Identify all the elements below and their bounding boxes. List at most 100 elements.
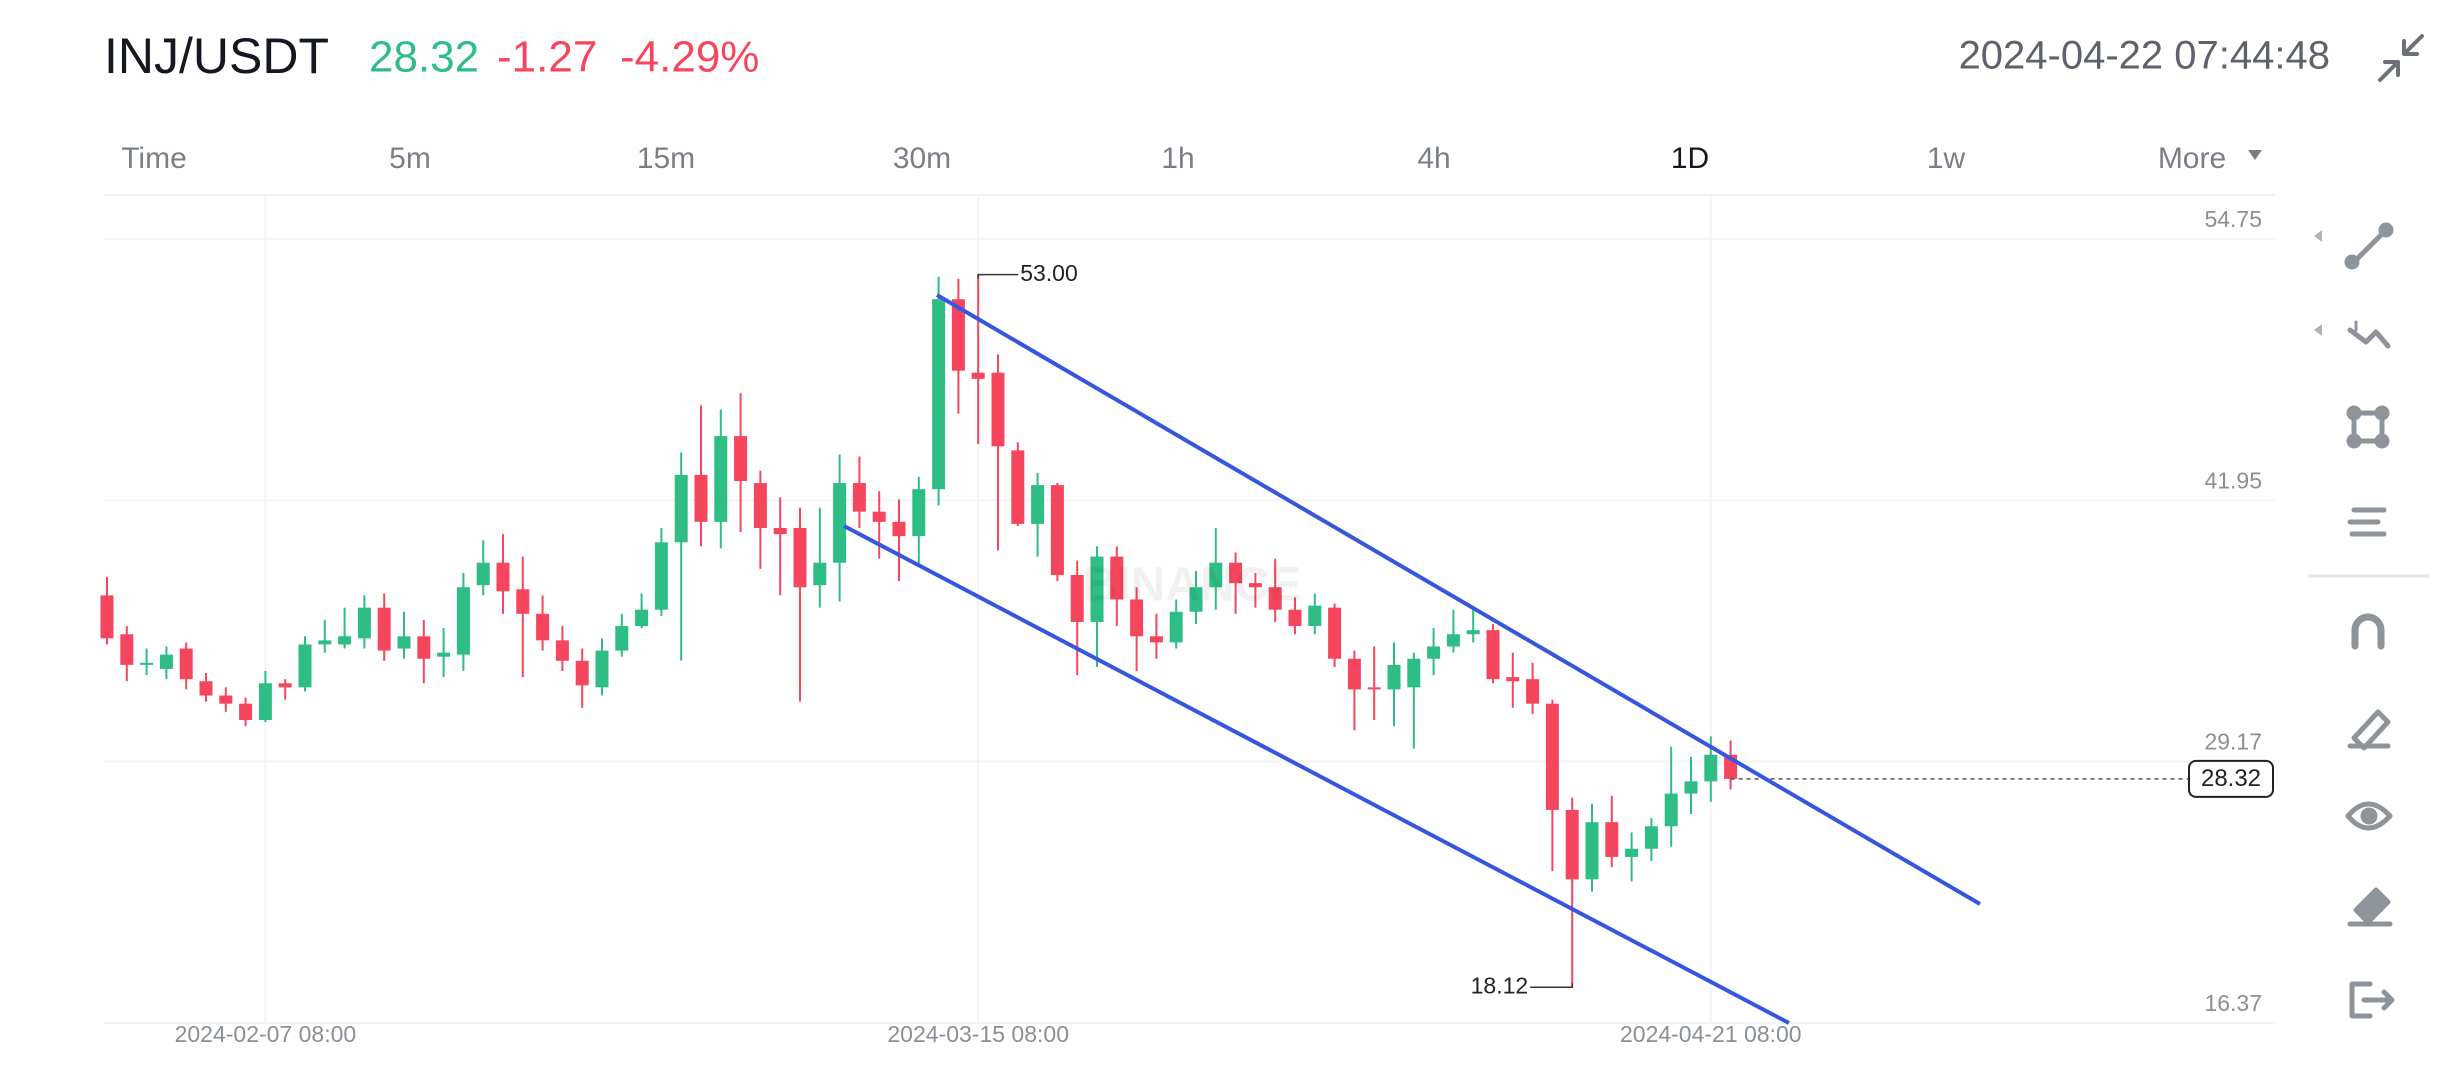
candle-body <box>199 681 213 696</box>
candle-body <box>852 483 866 512</box>
candle-body <box>239 703 253 721</box>
candle-body <box>1149 636 1163 643</box>
price-change: -1.27 <box>497 33 597 82</box>
candle-body <box>1248 583 1262 588</box>
line-tool[interactable] <box>2344 222 2394 270</box>
candle-body <box>1466 630 1480 635</box>
candle-body <box>377 607 391 651</box>
candle-body <box>1704 754 1718 782</box>
candle-body <box>496 562 510 592</box>
candle-body <box>991 372 1005 447</box>
candle-body <box>536 613 550 641</box>
rect-tool[interactable] <box>2346 405 2390 449</box>
candle-body <box>595 650 609 688</box>
candle-body <box>1189 587 1203 612</box>
candle-body <box>1209 562 1223 588</box>
candle-body <box>298 644 312 688</box>
candle-body <box>575 660 589 686</box>
candle-body <box>1427 646 1441 659</box>
candle-body <box>397 636 411 649</box>
candle-body <box>1308 605 1322 627</box>
candle-body <box>1387 664 1401 690</box>
candle-body <box>258 683 272 721</box>
trend-line-lower[interactable] <box>843 524 1790 1025</box>
candle-body <box>456 587 470 655</box>
candle-body <box>1367 687 1381 690</box>
candle-body <box>734 436 748 482</box>
candle-body <box>951 299 965 371</box>
high-label: 53.00 <box>1020 260 1078 286</box>
candle-body <box>813 562 827 586</box>
candle-body <box>773 527 787 535</box>
datetime: 2024-04-22 07:44:48 <box>1959 34 2330 78</box>
candle-body <box>159 654 173 669</box>
collapse-button[interactable] <box>2378 34 2424 82</box>
candle-body <box>753 483 767 528</box>
candle-body <box>437 652 451 657</box>
visibility-tool[interactable] <box>2345 801 2393 831</box>
magnet-tool[interactable] <box>2351 613 2385 650</box>
plot-area: 54.75 41.95 29.17 16.37 2024-02-07 08:00 2024… <box>100 195 2275 1047</box>
candle-body <box>1407 658 1421 688</box>
candle-body <box>1585 822 1599 880</box>
candle-body <box>1070 574 1084 622</box>
more-caret[interactable] <box>2248 150 2262 160</box>
candle-body <box>1545 703 1559 810</box>
fib-tool[interactable] <box>2347 320 2391 349</box>
candle-body <box>1268 587 1282 610</box>
candle-body <box>417 636 431 659</box>
candle-body <box>833 483 847 563</box>
candle-body <box>1486 630 1500 680</box>
interval-tab[interactable]: 1D <box>1671 142 1709 175</box>
interval-tab[interactable]: 1h <box>1161 142 1194 175</box>
interval-tab[interactable]: 15m <box>637 142 695 175</box>
candle-body <box>120 634 134 665</box>
expand-arrow[interactable] <box>2314 324 2322 336</box>
candle-body <box>892 521 906 537</box>
candle-body <box>1130 599 1144 637</box>
candle-body <box>278 683 292 688</box>
candle-body <box>476 562 490 586</box>
candle-body <box>1288 609 1302 627</box>
candle-body <box>555 640 569 661</box>
candle-body <box>357 607 371 639</box>
candle-body <box>338 636 352 645</box>
candle-body <box>793 527 807 588</box>
candle-body <box>140 662 154 665</box>
y-tick-label: 54.75 <box>2204 206 2262 232</box>
candle-body <box>872 511 886 522</box>
candle-body <box>714 436 728 522</box>
trend-channel <box>843 293 1982 1025</box>
low-label: 18.12 <box>1471 972 1529 998</box>
pencil-tool[interactable] <box>2347 709 2391 751</box>
interval-tab[interactable]: More <box>2158 142 2226 175</box>
candle-body <box>1506 677 1520 682</box>
candle-body <box>674 474 688 543</box>
candle-body <box>1050 485 1064 575</box>
candle-body <box>1011 450 1025 524</box>
candle-body <box>1684 781 1698 794</box>
trend-line-upper[interactable] <box>935 293 1982 906</box>
candle-body <box>1347 658 1361 690</box>
interval-tab[interactable]: Time <box>121 142 187 175</box>
exit-tool[interactable] <box>2349 981 2395 1019</box>
text-tool[interactable] <box>2347 507 2387 537</box>
candle-body <box>1644 826 1658 849</box>
last-price-tag-label: 28.32 <box>2201 765 2261 792</box>
interval-tab[interactable]: 30m <box>893 142 951 175</box>
y-tick-label: 41.95 <box>2204 467 2262 493</box>
eraser-tool[interactable] <box>2347 887 2393 927</box>
candle-body <box>1446 634 1460 647</box>
expand-arrow[interactable] <box>2314 230 2322 242</box>
candle-body <box>318 640 332 645</box>
candle-body <box>1090 556 1104 622</box>
interval-tab[interactable]: 4h <box>1417 142 1450 175</box>
candle-body <box>1605 822 1619 857</box>
interval-tab[interactable]: 5m <box>389 142 431 175</box>
candle-body <box>1110 556 1124 600</box>
drawing-toolbar <box>2308 222 2429 1019</box>
interval-tab[interactable]: 1w <box>1927 142 1966 175</box>
y-tick-label: 29.17 <box>2204 729 2262 755</box>
